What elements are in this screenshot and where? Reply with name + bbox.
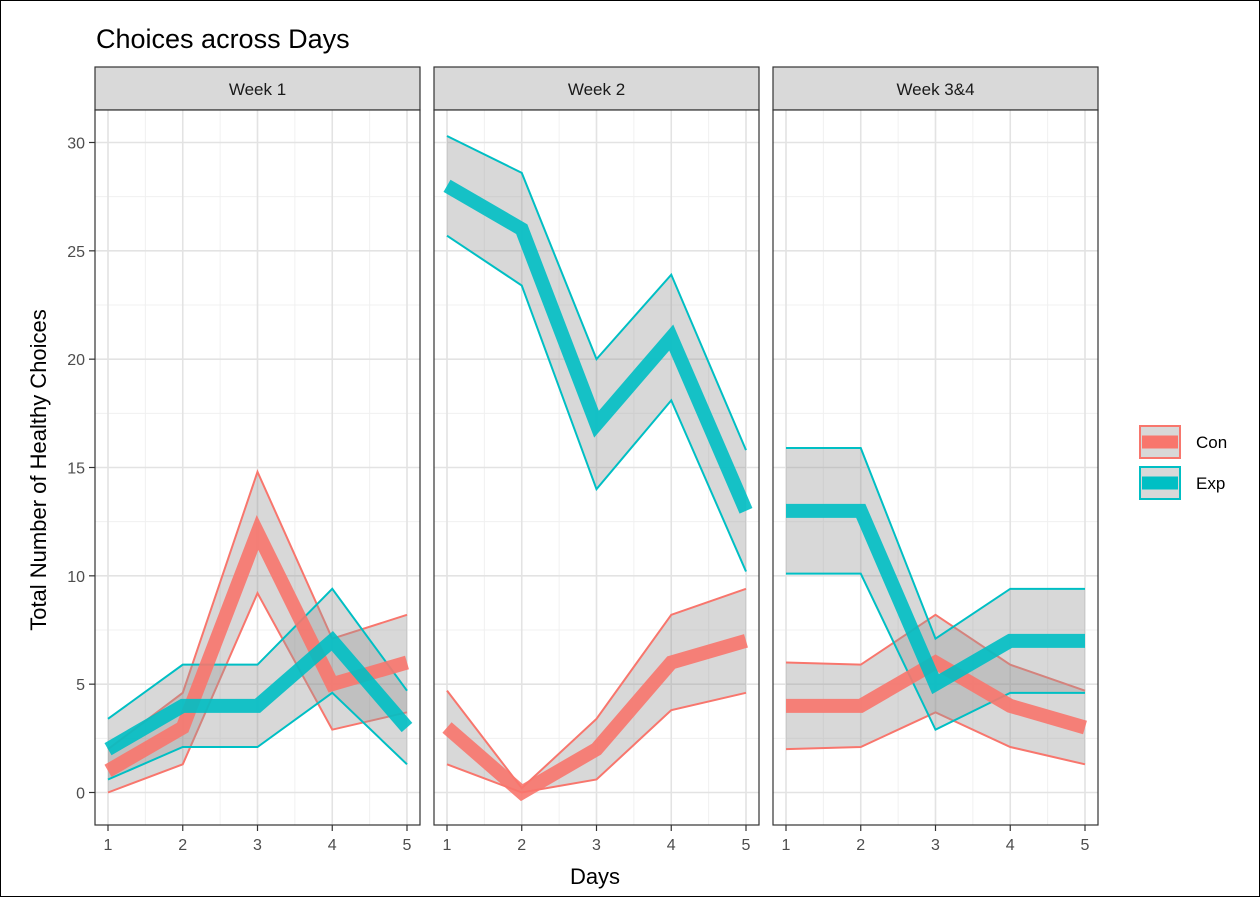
- y-tick-label: 5: [76, 677, 85, 694]
- x-tick-label: 1: [782, 837, 791, 854]
- legend-label: Con: [1196, 433, 1227, 452]
- legend-label: Exp: [1196, 474, 1225, 493]
- x-axis-title: Days: [570, 864, 620, 889]
- x-tick-label: 5: [1081, 837, 1090, 854]
- legend-item-exp: Exp: [1140, 467, 1225, 499]
- chart-title: Choices across Days: [96, 24, 350, 54]
- x-tick-label: 5: [403, 837, 412, 854]
- x-tick-label: 3: [592, 837, 601, 854]
- x-tick-label: 4: [667, 837, 676, 854]
- x-tick-label: 2: [178, 837, 187, 854]
- y-tick-label: 10: [67, 569, 85, 586]
- x-tick-label: 2: [517, 837, 526, 854]
- x-tick-label: 5: [742, 837, 751, 854]
- x-tick-label: 3: [931, 837, 940, 854]
- legend: Con Exp: [1140, 426, 1227, 499]
- y-tick-label: 30: [67, 136, 85, 153]
- x-tick-label: 4: [1006, 837, 1015, 854]
- strip-label: Week 2: [568, 80, 625, 99]
- y-tick-label: 25: [67, 244, 85, 261]
- x-tick-label: 2: [856, 837, 865, 854]
- panel-3: Week 3&4 1 2 3 4 5: [773, 67, 1098, 854]
- x-tick-label: 3: [253, 837, 262, 854]
- strip-label: Week 3&4: [896, 80, 974, 99]
- x-tick-label: 4: [328, 837, 337, 854]
- x-tick-label: 1: [443, 837, 452, 854]
- y-axis-title: Total Number of Healthy Choices: [26, 309, 51, 631]
- panel-2: Week 2 1 2 3 4 5: [434, 67, 759, 854]
- y-tick-label: 15: [67, 461, 85, 478]
- panel-1: Week 1 1 2 3 4 5 0 5 10 15 20 25 30: [67, 67, 420, 854]
- y-tick-label: 20: [67, 352, 85, 369]
- y-tick-label: 0: [76, 786, 85, 803]
- x-tick-label: 1: [104, 837, 113, 854]
- strip-label: Week 1: [229, 80, 286, 99]
- legend-item-con: Con: [1140, 426, 1227, 458]
